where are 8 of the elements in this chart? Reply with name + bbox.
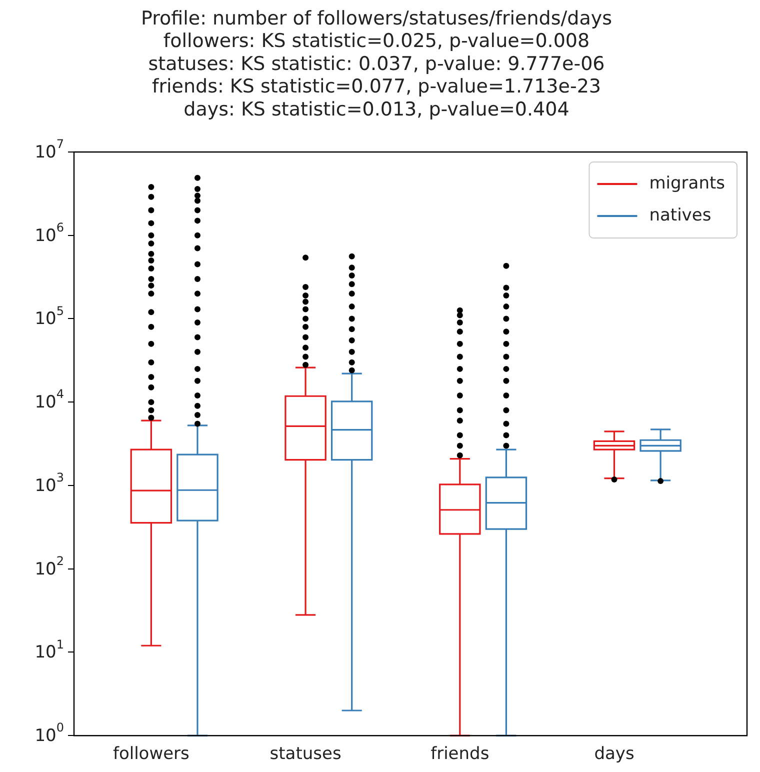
x-tick-label: days xyxy=(594,744,634,764)
chart-title: Profile: number of followers/statuses/friends/days xyxy=(141,7,612,30)
legend-label: natives xyxy=(649,205,712,226)
chart-subtitle: followers: KS statistic=0.025, p-value=0.008 statuses: KS statistic: 0.037, p-value: 9.777e-06 friends: KS statistic=0.077, p-value=1.713e-23 days: KS statistic=0.013, p-value=0.404 xyxy=(148,30,605,121)
x-tick-label: followers xyxy=(112,744,190,764)
legend-label: migrants xyxy=(649,173,726,194)
x-tick-label: friends xyxy=(430,744,490,764)
x-tick-label: statuses xyxy=(270,744,342,764)
